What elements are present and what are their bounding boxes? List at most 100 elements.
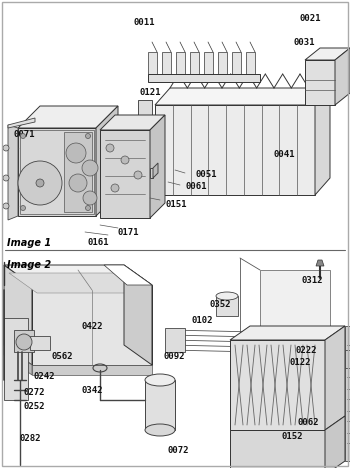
Text: 0352: 0352 <box>210 300 231 309</box>
Polygon shape <box>325 326 345 430</box>
Text: 0092: 0092 <box>163 352 184 361</box>
Polygon shape <box>345 326 350 461</box>
Polygon shape <box>246 52 255 74</box>
Circle shape <box>83 191 97 205</box>
Text: 0062: 0062 <box>298 418 320 427</box>
Polygon shape <box>305 48 350 60</box>
Ellipse shape <box>145 374 175 386</box>
Polygon shape <box>4 265 32 365</box>
Circle shape <box>111 184 119 192</box>
Polygon shape <box>8 125 18 220</box>
Text: 0021: 0021 <box>300 14 322 23</box>
Polygon shape <box>230 326 345 340</box>
Text: 0072: 0072 <box>168 446 189 455</box>
Ellipse shape <box>216 292 238 300</box>
Polygon shape <box>218 52 227 74</box>
Polygon shape <box>232 52 241 74</box>
Text: 0031: 0031 <box>294 38 315 47</box>
Polygon shape <box>148 74 260 82</box>
Polygon shape <box>100 115 165 130</box>
Text: 0222: 0222 <box>296 346 317 355</box>
Circle shape <box>36 179 44 187</box>
Polygon shape <box>315 88 330 195</box>
Polygon shape <box>260 270 330 380</box>
Polygon shape <box>176 52 185 74</box>
Circle shape <box>3 145 9 151</box>
Text: 0121: 0121 <box>140 88 161 97</box>
Polygon shape <box>345 350 350 368</box>
Polygon shape <box>104 265 152 285</box>
Text: 0342: 0342 <box>82 386 104 395</box>
Polygon shape <box>305 60 335 105</box>
Circle shape <box>134 171 142 179</box>
Polygon shape <box>204 52 213 74</box>
Polygon shape <box>230 430 325 468</box>
Polygon shape <box>4 318 28 400</box>
Text: 0122: 0122 <box>290 358 312 367</box>
Circle shape <box>21 133 26 139</box>
Text: Image 1: Image 1 <box>7 238 51 248</box>
Text: 0312: 0312 <box>302 276 323 285</box>
Polygon shape <box>14 330 34 352</box>
Polygon shape <box>8 118 35 128</box>
Polygon shape <box>9 273 147 293</box>
Text: 0422: 0422 <box>82 322 104 331</box>
Circle shape <box>106 144 114 152</box>
Ellipse shape <box>145 424 175 436</box>
Polygon shape <box>155 88 330 105</box>
Polygon shape <box>30 336 50 350</box>
Polygon shape <box>100 130 150 218</box>
Text: 0272: 0272 <box>24 388 46 397</box>
Polygon shape <box>4 345 32 375</box>
Polygon shape <box>96 106 118 216</box>
Polygon shape <box>32 285 152 365</box>
Text: 0152: 0152 <box>281 432 302 441</box>
Circle shape <box>21 205 26 211</box>
Polygon shape <box>155 105 315 195</box>
Polygon shape <box>32 365 152 375</box>
Polygon shape <box>18 128 96 216</box>
Text: 0061: 0061 <box>185 182 206 191</box>
Polygon shape <box>230 340 325 430</box>
Polygon shape <box>162 52 171 74</box>
Polygon shape <box>145 380 175 430</box>
Polygon shape <box>165 328 185 352</box>
Text: 0562: 0562 <box>52 352 74 361</box>
Polygon shape <box>216 296 238 316</box>
Circle shape <box>85 133 91 139</box>
Polygon shape <box>124 265 152 365</box>
Polygon shape <box>190 52 199 74</box>
Circle shape <box>18 161 62 205</box>
Circle shape <box>69 174 87 192</box>
Polygon shape <box>150 115 165 218</box>
Polygon shape <box>148 52 157 74</box>
Polygon shape <box>138 100 152 115</box>
Circle shape <box>82 160 98 176</box>
Text: 0161: 0161 <box>88 238 110 247</box>
Circle shape <box>66 143 86 163</box>
Text: 0151: 0151 <box>165 200 187 209</box>
Polygon shape <box>316 260 324 266</box>
Polygon shape <box>325 416 345 468</box>
Polygon shape <box>64 132 92 212</box>
Circle shape <box>121 156 129 164</box>
Text: 0171: 0171 <box>118 228 140 237</box>
Circle shape <box>16 334 32 350</box>
Polygon shape <box>4 265 152 285</box>
Text: 0102: 0102 <box>192 316 214 325</box>
Polygon shape <box>18 106 118 128</box>
Polygon shape <box>153 163 158 178</box>
Text: 0011: 0011 <box>133 18 154 27</box>
Circle shape <box>3 175 9 181</box>
Text: 0051: 0051 <box>196 170 217 179</box>
Text: 0071: 0071 <box>14 130 35 139</box>
Text: 0282: 0282 <box>20 434 42 443</box>
Text: 0242: 0242 <box>34 372 56 381</box>
Polygon shape <box>335 48 350 105</box>
Text: 0041: 0041 <box>274 150 295 159</box>
Polygon shape <box>150 168 153 178</box>
Circle shape <box>3 203 9 209</box>
Text: 0252: 0252 <box>24 402 46 411</box>
Text: Image 2: Image 2 <box>7 260 51 270</box>
Circle shape <box>85 205 91 211</box>
